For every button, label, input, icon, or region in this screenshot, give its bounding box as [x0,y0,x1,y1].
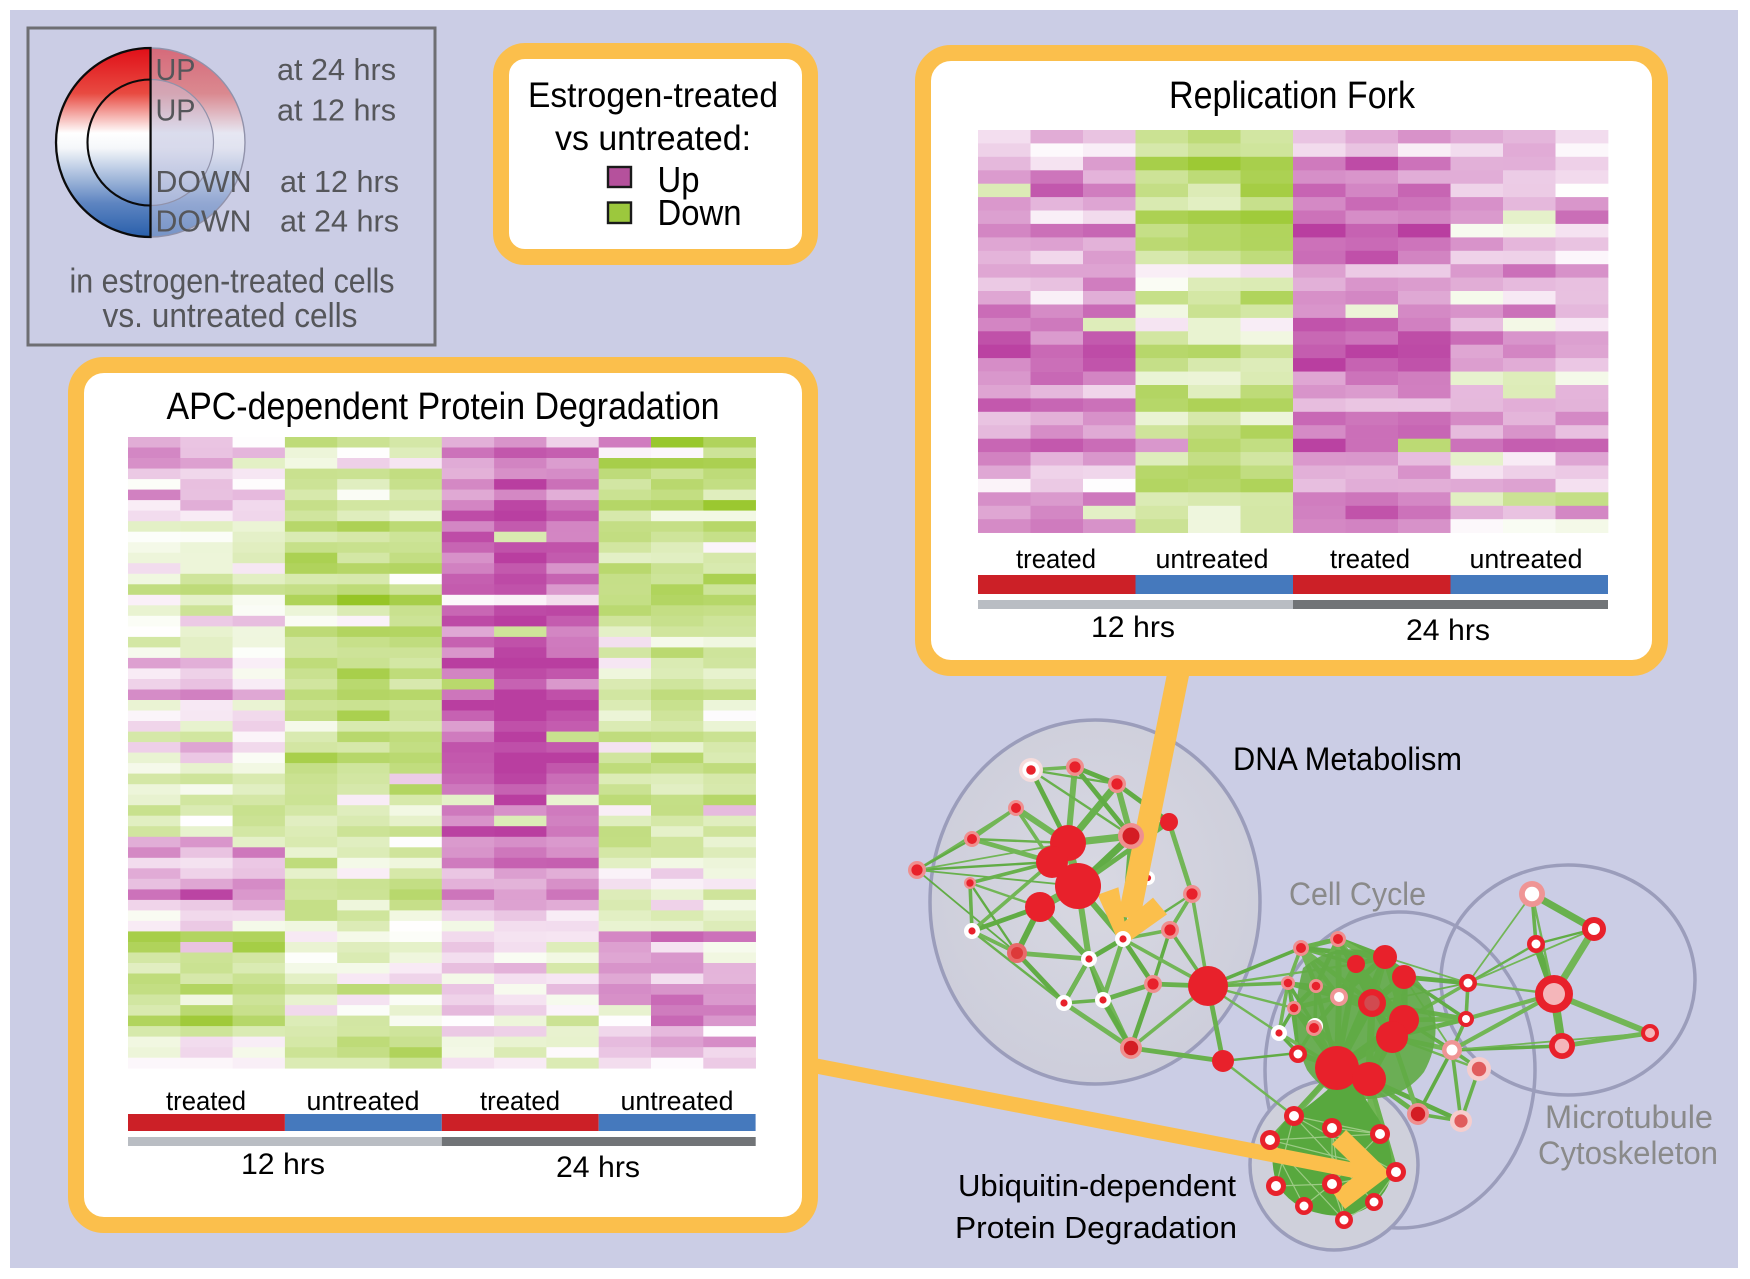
svg-text:Microtubule: Microtubule [1545,1099,1713,1135]
svg-text:untreated: untreated [621,1086,734,1116]
svg-text:12 hrs: 12 hrs [241,1148,325,1181]
svg-text:at 12 hrs: at 12 hrs [277,93,396,128]
svg-text:Replication Fork: Replication Fork [1169,75,1416,117]
svg-text:at 12 hrs: at 12 hrs [280,164,399,199]
svg-text:Protein Degradation: Protein Degradation [955,1210,1237,1245]
svg-text:APC-dependent Protein Degradat: APC-dependent Protein Degradation [167,386,720,428]
svg-text:Cytoskeleton: Cytoskeleton [1538,1135,1718,1171]
svg-text:untreated: untreated [307,1086,420,1116]
svg-text:UP: UP [156,52,196,87]
svg-text:Ubiquitin-dependent: Ubiquitin-dependent [958,1168,1236,1203]
svg-text:untreated: untreated [1470,544,1583,574]
svg-text:treated: treated [1330,544,1410,574]
svg-text:untreated: untreated [1156,544,1269,574]
svg-text:at 24 hrs: at 24 hrs [280,204,399,239]
svg-text:DOWN: DOWN [156,204,252,239]
svg-text:Estrogen-treated: Estrogen-treated [528,76,778,115]
svg-text:24 hrs: 24 hrs [1406,614,1490,647]
svg-text:12 hrs: 12 hrs [1091,611,1175,644]
svg-text:vs. untreated cells: vs. untreated cells [103,297,358,335]
svg-text:Cell Cycle: Cell Cycle [1289,876,1426,912]
svg-text:vs untreated:: vs untreated: [555,119,751,158]
svg-text:in estrogen-treated cells: in estrogen-treated cells [70,263,395,301]
svg-text:Down: Down [658,192,742,233]
svg-text:DNA Metabolism: DNA Metabolism [1233,741,1462,777]
svg-text:treated: treated [166,1086,246,1116]
svg-text:Up: Up [658,159,700,200]
svg-text:24 hrs: 24 hrs [556,1151,640,1184]
svg-text:treated: treated [480,1086,560,1116]
svg-text:UP: UP [156,93,196,128]
svg-text:DOWN: DOWN [156,164,252,199]
svg-text:at 24 hrs: at 24 hrs [277,52,396,87]
svg-text:treated: treated [1016,544,1096,574]
